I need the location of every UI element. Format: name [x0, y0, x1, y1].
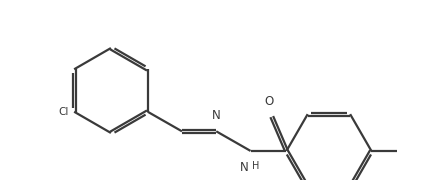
Text: O: O	[264, 95, 273, 108]
Text: Cl: Cl	[59, 107, 69, 117]
Text: N: N	[240, 161, 249, 174]
Text: N: N	[212, 109, 221, 121]
Text: H: H	[252, 161, 259, 171]
